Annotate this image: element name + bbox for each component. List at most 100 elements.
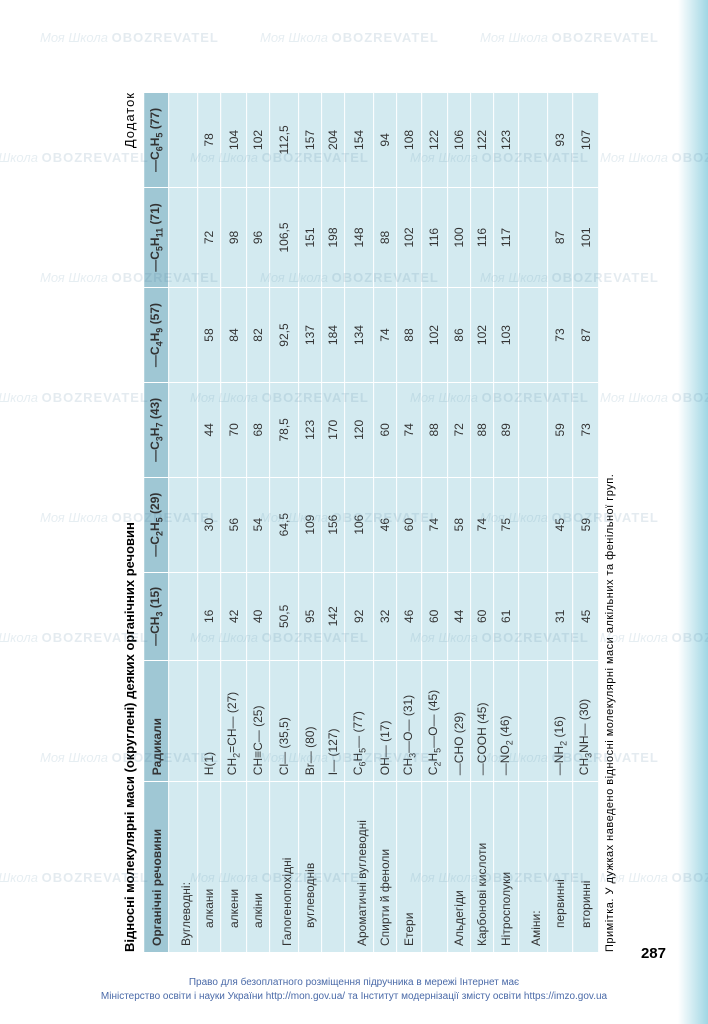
table-cell: C6H5— (77) (344, 661, 373, 782)
table-caption: Відносні молекулярні маси (округлені) де… (122, 522, 137, 952)
table-cell: 98 (221, 187, 246, 287)
table-cell: —NO2 (46) (493, 661, 518, 782)
footer-text: Право для безоплатного розміщення підруч… (0, 976, 708, 1004)
table-row: первинні—NH2 (16)314559738793 (548, 93, 573, 953)
table-cell: 117 (493, 187, 518, 287)
table-cell: Ароматичні вуглеводні (344, 782, 373, 952)
table-cell (169, 572, 198, 661)
table-cell: 204 (321, 93, 344, 188)
table-cell: 102 (422, 288, 447, 383)
table-cell: 74 (470, 477, 493, 572)
table-cell: 100 (447, 187, 470, 287)
table-cell: I— (127) (321, 661, 344, 782)
table-cell: 75 (493, 477, 518, 572)
column-header: —C5H11 (71) (144, 187, 169, 287)
table-cell: 92 (344, 572, 373, 661)
table-row: Карбонові кислоти—COOH (45)6074881021161… (470, 93, 493, 953)
table-row: вуглеводнівBr— (80)95109123137151157 (298, 93, 321, 953)
table-cell: CH2=CH— (27) (221, 661, 246, 782)
page-right-gradient (678, 0, 708, 1024)
table-cell: 112,5 (269, 93, 298, 188)
table-cell: 106 (447, 93, 470, 188)
table-cell: 198 (321, 187, 344, 287)
column-header: —C2H5 (29) (144, 477, 169, 572)
table-cell: 157 (298, 93, 321, 188)
table-cell: 45 (548, 477, 573, 572)
table-cell: алкіни (246, 782, 269, 952)
table-cell: Cl— (35,5) (269, 661, 298, 782)
table-row: алканиH(1)163044587278 (198, 93, 221, 953)
table-cell: 58 (198, 288, 221, 383)
table-cell (169, 477, 198, 572)
table-cell: 44 (198, 382, 221, 477)
table-cell: 73 (548, 288, 573, 383)
table-cell: 122 (470, 93, 493, 188)
table-cell: CH3NH— (30) (573, 661, 598, 782)
table-cell: 42 (221, 572, 246, 661)
table-cell: 93 (548, 93, 573, 188)
table-cell: 106,5 (269, 187, 298, 287)
table-cell: 170 (321, 382, 344, 477)
table-cell: 60 (396, 477, 421, 572)
molecular-mass-table: Органічні речовиниРадикали—CH3 (15)—C2H5… (143, 92, 598, 952)
table-cell: Нітросполуки (493, 782, 518, 952)
table-cell: 60 (422, 572, 447, 661)
table-cell: 31 (548, 572, 573, 661)
table-cell: 88 (422, 382, 447, 477)
table-cell (519, 477, 548, 572)
table-cell: 73 (573, 382, 598, 477)
table-cell: —NH2 (16) (548, 661, 573, 782)
table-cell: 58 (447, 477, 470, 572)
table-cell (169, 661, 198, 782)
table-cell: 59 (573, 477, 598, 572)
table-row: Нітросполуки—NO2 (46)617589103117123 (493, 93, 518, 953)
table-row: Вуглеводні: (169, 93, 198, 953)
table-cell: Аміни: (519, 782, 548, 952)
table-cell (169, 382, 198, 477)
table-cell: 109 (298, 477, 321, 572)
table-cell: 106 (344, 477, 373, 572)
table-cell: —CHO (29) (447, 661, 470, 782)
table-cell: 87 (573, 288, 598, 383)
table-cell: C2H5—O— (45) (422, 661, 447, 782)
table-cell (519, 382, 548, 477)
table-cell: 95 (298, 572, 321, 661)
table-cell: 68 (246, 382, 269, 477)
table-cell: 101 (573, 187, 598, 287)
table-cell: 102 (246, 93, 269, 188)
table-cell: 86 (447, 288, 470, 383)
table-cell: 40 (246, 572, 269, 661)
column-header: Органічні речовини (144, 782, 169, 952)
table-cell: первинні (548, 782, 573, 952)
footer-line-1: Право для безоплатного розміщення підруч… (0, 976, 708, 990)
table-cell: 59 (548, 382, 573, 477)
table-cell: 30 (198, 477, 221, 572)
table-cell: 32 (373, 572, 396, 661)
table-cell: 102 (396, 187, 421, 287)
table-cell: 46 (396, 572, 421, 661)
table-row: C2H5—O— (45)607488102116122 (422, 93, 447, 953)
table-cell: Галогенопохідні (269, 782, 298, 952)
table-row: алкіниCH≡C— (25)4054688296102 (246, 93, 269, 953)
table-cell: 122 (422, 93, 447, 188)
table-cell: 84 (221, 288, 246, 383)
table-cell: 45 (573, 572, 598, 661)
table-cell: 70 (221, 382, 246, 477)
table-cell (169, 187, 198, 287)
table-row: вторинніCH3NH— (30)45597387101107 (573, 93, 598, 953)
column-header: —C4H9 (57) (144, 288, 169, 383)
table-cell: 137 (298, 288, 321, 383)
table-cell: 61 (493, 572, 518, 661)
table-cell (422, 782, 447, 952)
table-cell: вуглеводнів (298, 782, 321, 952)
table-cell: CH3—O— (31) (396, 661, 421, 782)
table-cell: Спирти й феноли (373, 782, 396, 952)
table-cell: алкани (198, 782, 221, 952)
table-cell: 74 (422, 477, 447, 572)
table-cell: 142 (321, 572, 344, 661)
table-cell: 184 (321, 288, 344, 383)
table-cell: 88 (396, 288, 421, 383)
table-cell: —COOH (45) (470, 661, 493, 782)
table-cell: CH≡C— (25) (246, 661, 269, 782)
table-row: Альдегіди—CHO (29)44587286100106 (447, 93, 470, 953)
